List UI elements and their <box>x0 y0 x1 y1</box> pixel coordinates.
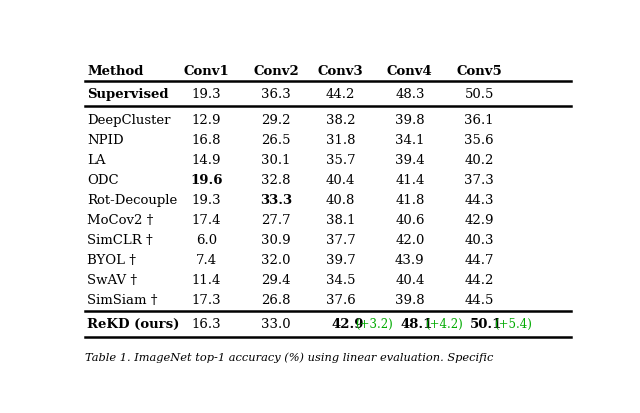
Text: 36.1: 36.1 <box>465 114 494 126</box>
Text: 39.4: 39.4 <box>395 154 425 166</box>
Text: 27.7: 27.7 <box>261 213 291 226</box>
Text: 40.4: 40.4 <box>326 173 355 186</box>
Text: 42.0: 42.0 <box>395 233 424 246</box>
Text: SwAV †: SwAV † <box>88 273 138 286</box>
Text: 14.9: 14.9 <box>192 154 221 166</box>
Text: 17.4: 17.4 <box>192 213 221 226</box>
Text: Conv3: Conv3 <box>317 65 364 78</box>
Text: 43.9: 43.9 <box>395 253 425 266</box>
Text: 32.8: 32.8 <box>261 173 291 186</box>
Text: 42.9: 42.9 <box>332 317 364 330</box>
Text: 12.9: 12.9 <box>192 114 221 126</box>
Text: 36.3: 36.3 <box>261 88 291 101</box>
Text: 31.8: 31.8 <box>326 133 355 147</box>
Text: 34.1: 34.1 <box>395 133 424 147</box>
Text: 44.2: 44.2 <box>465 273 494 286</box>
Text: 16.3: 16.3 <box>191 317 221 330</box>
Text: 40.2: 40.2 <box>465 154 494 166</box>
Text: (+4.2): (+4.2) <box>425 317 463 330</box>
Text: 38.1: 38.1 <box>326 213 355 226</box>
Text: 41.4: 41.4 <box>395 173 424 186</box>
Text: Table 1. ImageNet top-1 accuracy (%) using linear evaluation. Specific: Table 1. ImageNet top-1 accuracy (%) usi… <box>85 352 493 362</box>
Text: Conv4: Conv4 <box>387 65 433 78</box>
Text: 29.4: 29.4 <box>261 273 291 286</box>
Text: 37.3: 37.3 <box>465 173 494 186</box>
Text: 41.8: 41.8 <box>395 193 424 206</box>
Text: 39.8: 39.8 <box>395 114 425 126</box>
Text: 39.8: 39.8 <box>395 293 425 306</box>
Text: Supervised: Supervised <box>88 88 169 101</box>
Text: 37.7: 37.7 <box>326 233 355 246</box>
Text: 7.4: 7.4 <box>196 253 217 266</box>
Text: 44.2: 44.2 <box>326 88 355 101</box>
Text: (+5.4): (+5.4) <box>494 317 532 330</box>
Text: Method: Method <box>88 65 144 78</box>
Text: 48.1: 48.1 <box>401 317 433 330</box>
Text: (+3.2): (+3.2) <box>355 317 393 330</box>
Text: 33.3: 33.3 <box>260 193 292 206</box>
Text: Conv5: Conv5 <box>456 65 502 78</box>
Text: 39.7: 39.7 <box>326 253 355 266</box>
Text: 40.3: 40.3 <box>465 233 494 246</box>
Text: 6.0: 6.0 <box>196 233 217 246</box>
Text: SimCLR †: SimCLR † <box>88 233 153 246</box>
Text: 33.0: 33.0 <box>261 317 291 330</box>
Text: 44.7: 44.7 <box>465 253 494 266</box>
Text: 19.3: 19.3 <box>191 88 221 101</box>
Text: 50.1: 50.1 <box>470 317 503 330</box>
Text: Conv1: Conv1 <box>184 65 229 78</box>
Text: 38.2: 38.2 <box>326 114 355 126</box>
Text: BYOL †: BYOL † <box>88 253 136 266</box>
Text: ReKD (ours): ReKD (ours) <box>88 317 180 330</box>
Text: ODC: ODC <box>88 173 119 186</box>
Text: 44.5: 44.5 <box>465 293 494 306</box>
Text: 16.8: 16.8 <box>192 133 221 147</box>
Text: 40.6: 40.6 <box>395 213 424 226</box>
Text: DeepCluster: DeepCluster <box>88 114 171 126</box>
Text: 35.6: 35.6 <box>465 133 494 147</box>
Text: 26.5: 26.5 <box>261 133 291 147</box>
Text: 34.5: 34.5 <box>326 273 355 286</box>
Text: 32.0: 32.0 <box>261 253 291 266</box>
Text: Rot-Decouple: Rot-Decouple <box>88 193 178 206</box>
Text: 37.6: 37.6 <box>326 293 355 306</box>
Text: 26.8: 26.8 <box>261 293 291 306</box>
Text: 42.9: 42.9 <box>465 213 494 226</box>
Text: SimSiam †: SimSiam † <box>88 293 158 306</box>
Text: LA: LA <box>88 154 106 166</box>
Text: 44.3: 44.3 <box>465 193 494 206</box>
Text: 30.9: 30.9 <box>261 233 291 246</box>
Text: 19.6: 19.6 <box>190 173 223 186</box>
Text: NPID: NPID <box>88 133 124 147</box>
Text: MoCov2 †: MoCov2 † <box>88 213 154 226</box>
Text: 48.3: 48.3 <box>395 88 424 101</box>
Text: 40.8: 40.8 <box>326 193 355 206</box>
Text: 19.3: 19.3 <box>191 193 221 206</box>
Text: 40.4: 40.4 <box>395 273 424 286</box>
Text: 17.3: 17.3 <box>191 293 221 306</box>
Text: 50.5: 50.5 <box>465 88 494 101</box>
Text: 30.1: 30.1 <box>261 154 291 166</box>
Text: 11.4: 11.4 <box>192 273 221 286</box>
Text: 29.2: 29.2 <box>261 114 291 126</box>
Text: 35.7: 35.7 <box>326 154 355 166</box>
Text: Conv2: Conv2 <box>253 65 299 78</box>
